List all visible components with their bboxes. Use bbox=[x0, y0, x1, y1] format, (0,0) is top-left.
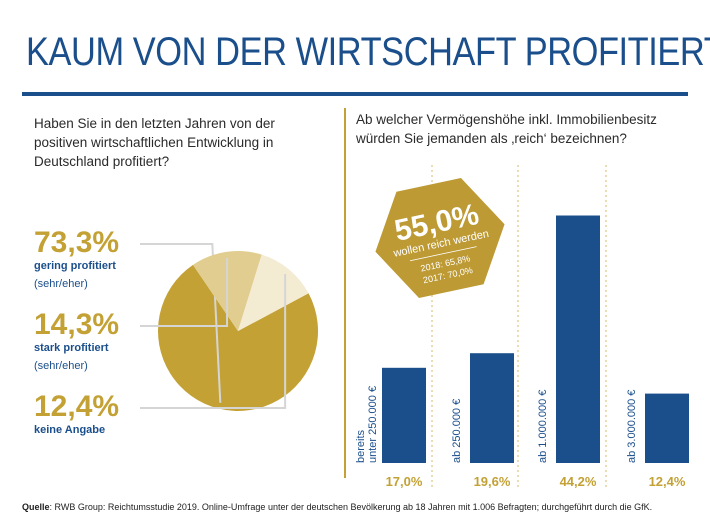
bar-category-label: ab 1.000.000 € bbox=[537, 390, 549, 463]
source-text: : RWB Group: Reichtumsstudie 2019. Onlin… bbox=[49, 502, 653, 512]
bar-value-label: 44,2% bbox=[560, 474, 597, 489]
pie-category-label: gering profitiert bbox=[34, 260, 116, 272]
pie-leader-line bbox=[140, 257, 229, 327]
bar-category-label: unter 250.000 € bbox=[367, 386, 379, 463]
badge-hexagon bbox=[375, 178, 505, 298]
bar-value-label: 19,6% bbox=[474, 474, 511, 489]
bar-category-label: ab 250.000 € bbox=[451, 399, 463, 463]
pie-category-label: stark profitiert bbox=[34, 342, 109, 354]
pie-value-label: 12,4% bbox=[34, 390, 119, 423]
pie-leader-line bbox=[140, 273, 287, 409]
pie-leader-line bbox=[140, 243, 222, 403]
pie-slice bbox=[158, 264, 319, 411]
badge-divider bbox=[409, 246, 477, 262]
title-underline bbox=[22, 92, 688, 96]
right-question: Ab welcher Vermögenshöhe inkl. Immobilie… bbox=[356, 112, 657, 146]
pie-category-sublabel: (sehr/eher) bbox=[34, 278, 88, 290]
bar-value-label: 12,4% bbox=[649, 474, 686, 489]
section-divider bbox=[344, 108, 346, 478]
left-question: Haben Sie in den letzten Jahren von der … bbox=[34, 116, 275, 169]
bar bbox=[556, 215, 600, 463]
bar-category-label: bereits bbox=[355, 429, 367, 463]
bar bbox=[470, 353, 514, 463]
bar-category-label: ab 3.000.000 € bbox=[626, 390, 638, 463]
pie-value-label: 14,3% bbox=[34, 308, 119, 341]
page-title: KAUM VON DER WIRTSCHAFT PROFITIERT? bbox=[26, 30, 710, 74]
bar bbox=[382, 367, 426, 463]
pie-slice bbox=[238, 254, 309, 331]
pie-category-sublabel: (sehr/eher) bbox=[34, 360, 88, 372]
source-footnote: Quelle: RWB Group: Reichtumsstudie 2019.… bbox=[22, 502, 692, 512]
pie-value-label: 73,3% bbox=[34, 226, 119, 259]
pie-category-label: keine Angabe bbox=[34, 424, 105, 436]
bar bbox=[645, 393, 689, 463]
source-label: Quelle bbox=[22, 502, 50, 512]
bar-value-label: 17,0% bbox=[386, 474, 423, 489]
